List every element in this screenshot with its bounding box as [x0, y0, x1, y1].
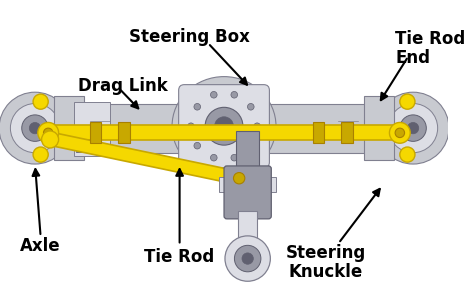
Circle shape: [194, 104, 201, 110]
Bar: [76, 133, 89, 152]
Circle shape: [10, 104, 60, 153]
Text: Axle: Axle: [20, 237, 61, 255]
Bar: [219, 177, 231, 192]
Circle shape: [247, 104, 254, 110]
Circle shape: [33, 94, 48, 109]
Circle shape: [42, 131, 59, 148]
Circle shape: [254, 123, 260, 130]
Bar: [238, 211, 257, 259]
Text: Steering Box: Steering Box: [128, 28, 249, 46]
Circle shape: [247, 142, 254, 149]
Circle shape: [377, 92, 449, 164]
Circle shape: [242, 253, 253, 264]
Polygon shape: [48, 125, 400, 140]
Circle shape: [188, 123, 194, 130]
Circle shape: [225, 236, 270, 281]
Bar: [74, 102, 109, 156]
Circle shape: [205, 107, 243, 145]
Circle shape: [0, 92, 71, 164]
Circle shape: [22, 115, 48, 141]
Bar: [341, 122, 353, 143]
Circle shape: [29, 122, 41, 134]
Bar: [237, 131, 259, 173]
Circle shape: [408, 122, 419, 134]
Circle shape: [400, 115, 426, 141]
Circle shape: [33, 147, 48, 162]
Text: Tie Rod
End: Tie Rod End: [395, 30, 465, 68]
Bar: [90, 122, 101, 143]
Circle shape: [194, 142, 201, 149]
FancyBboxPatch shape: [224, 166, 271, 219]
Circle shape: [235, 245, 261, 272]
Bar: [35, 104, 413, 153]
Circle shape: [210, 154, 217, 161]
Bar: [118, 122, 129, 143]
Circle shape: [234, 173, 245, 184]
Polygon shape: [53, 133, 240, 185]
Circle shape: [215, 117, 234, 136]
Bar: [364, 96, 394, 160]
Circle shape: [228, 167, 250, 190]
Bar: [313, 122, 324, 143]
Text: Drag Link: Drag Link: [79, 77, 168, 95]
Circle shape: [44, 128, 53, 137]
Circle shape: [400, 94, 415, 109]
Circle shape: [231, 154, 237, 161]
Circle shape: [395, 128, 405, 137]
Circle shape: [231, 91, 237, 98]
Circle shape: [38, 122, 59, 143]
Circle shape: [400, 147, 415, 162]
Circle shape: [389, 104, 438, 153]
Circle shape: [210, 91, 217, 98]
Bar: [264, 177, 276, 192]
Text: Tie Rod: Tie Rod: [145, 248, 215, 266]
Bar: [54, 96, 84, 160]
Text: Steering
Knuckle: Steering Knuckle: [286, 244, 366, 281]
Circle shape: [390, 122, 410, 143]
Ellipse shape: [172, 77, 276, 176]
FancyBboxPatch shape: [179, 85, 269, 168]
